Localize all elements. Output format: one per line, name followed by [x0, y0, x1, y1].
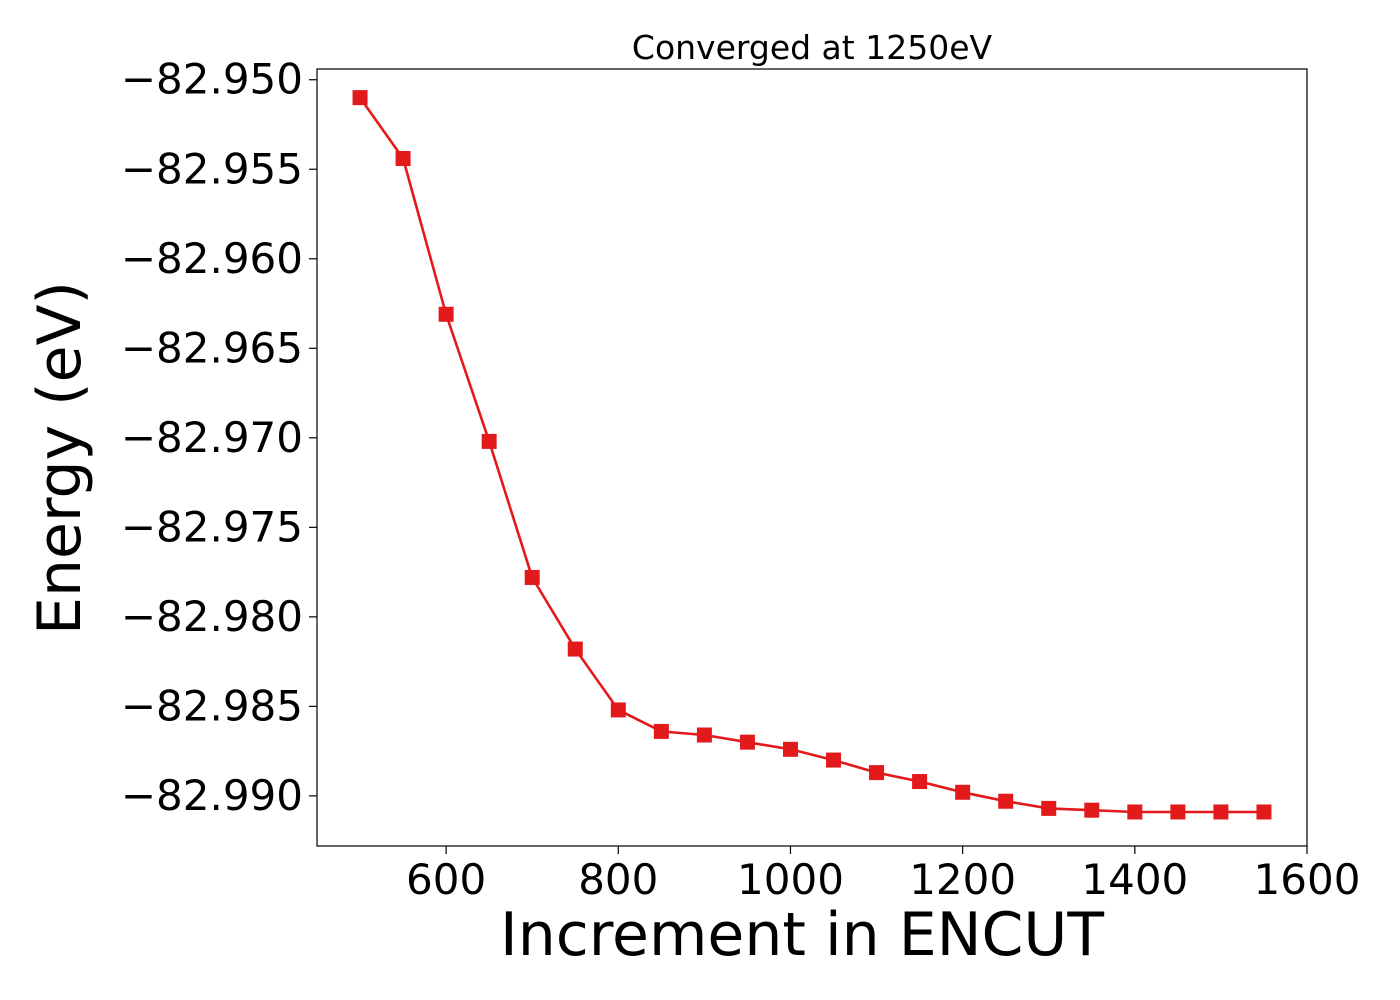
data-point: [1170, 804, 1186, 820]
y-tick-label: −82.985: [121, 681, 303, 730]
y-tick-label: −82.955: [121, 144, 303, 193]
data-point: [352, 90, 368, 106]
data-point: [1213, 804, 1229, 820]
data-point: [782, 741, 798, 757]
data-point: [912, 774, 928, 790]
data-point: [610, 702, 626, 718]
plot-area-frame: [316, 68, 1308, 847]
data-point: [438, 306, 454, 322]
x-axis: 600 800 1000 1200 1400 1600: [406, 846, 1360, 904]
y-axis-label: Energy (eV): [25, 281, 95, 635]
data-point: [481, 433, 497, 449]
y-tick-label: −82.950: [121, 55, 303, 104]
data-point: [869, 765, 885, 781]
data-point: [524, 569, 540, 585]
x-tick-label: 800: [578, 855, 658, 904]
y-axis: −82.950 −82.955 −82.960 −82.965 −82.970 −82.9…: [121, 55, 317, 820]
series-layer: [352, 90, 1272, 820]
data-point: [998, 793, 1014, 809]
x-axis-label: Increment in ENCUT: [500, 900, 1104, 970]
data-point: [826, 752, 842, 768]
y-tick-label: −82.980: [121, 592, 303, 641]
x-tick-label: 1000: [737, 855, 844, 904]
data-point: [567, 641, 583, 657]
data-point: [395, 151, 411, 167]
y-tick-label: −82.965: [121, 323, 303, 372]
data-point: [1041, 800, 1057, 816]
data-point: [955, 784, 971, 800]
x-tick-label: 1600: [1254, 855, 1361, 904]
chart-title: Converged at 1250eV: [632, 28, 993, 67]
data-point: [653, 723, 669, 739]
x-tick-label: 1200: [909, 855, 1016, 904]
data-point: [696, 727, 712, 743]
x-tick-label: 600: [406, 855, 486, 904]
data-point: [739, 734, 755, 750]
data-point: [1084, 802, 1100, 818]
series-line: [358, 96, 1264, 814]
data-point: [1127, 804, 1143, 820]
x-tick-label: 1400: [1081, 855, 1188, 904]
y-tick-label: −82.990: [121, 771, 303, 820]
data-point: [1256, 804, 1272, 820]
y-tick-label: −82.960: [121, 234, 303, 283]
y-tick-label: −82.970: [121, 413, 303, 462]
y-tick-label: −82.975: [121, 502, 303, 551]
